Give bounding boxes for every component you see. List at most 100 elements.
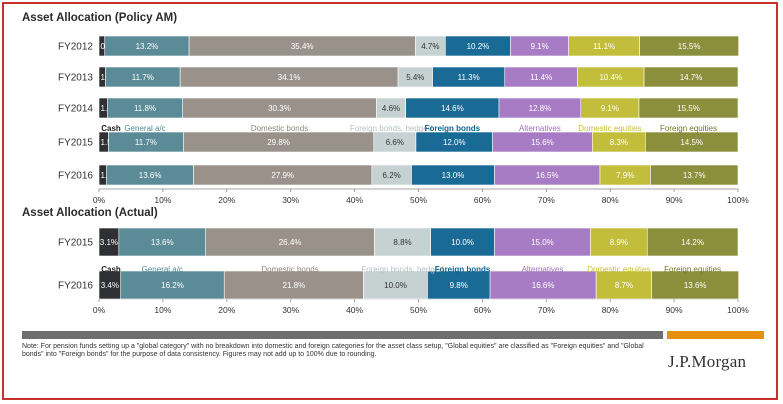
data-label: 15.0% <box>531 238 554 247</box>
data-label: 9.8% <box>450 281 468 290</box>
footer-bar-orange <box>667 331 764 339</box>
x-tick-label: 50% <box>410 195 427 205</box>
data-label: 15.5% <box>677 104 700 113</box>
category-label: FY2015 <box>58 238 93 249</box>
data-label: 4.7% <box>421 42 439 51</box>
data-label: 16.2% <box>161 281 184 290</box>
bar-segment <box>590 227 648 257</box>
data-label: 3.1% <box>100 238 118 247</box>
data-label: 14.6% <box>441 104 464 113</box>
data-label: 10.0% <box>384 281 407 290</box>
data-label: 11.8% <box>134 104 156 113</box>
footer-bar-gray <box>22 331 663 339</box>
x-tick-label: 90% <box>666 195 683 205</box>
x-tick-label: 10% <box>154 305 171 315</box>
category-label: FY2014 <box>58 104 93 115</box>
x-tick-label: 100% <box>727 195 749 205</box>
data-label: 14.5% <box>680 138 703 147</box>
data-label: 15.6% <box>531 138 554 147</box>
bar-segment <box>645 131 739 153</box>
data-label: 27.9% <box>271 171 294 180</box>
legend-label: Domestic equities <box>578 124 641 133</box>
data-label: 10.0% <box>451 238 474 247</box>
data-label: 11.7% <box>132 73 154 82</box>
bar-segment <box>595 270 653 300</box>
category-label: FY2012 <box>58 42 93 53</box>
data-label: 13.6% <box>684 281 707 290</box>
data-label: 5.4% <box>406 73 424 82</box>
chart-0: 0%10%20%30%40%50%60%70%80%90%100%FY20120… <box>58 35 749 205</box>
data-label: 16.6% <box>532 281 555 290</box>
legend-label: Domestic equities <box>587 265 650 274</box>
bar-segment <box>651 270 739 300</box>
data-label: 34.1% <box>278 73 301 82</box>
data-label: 4.6% <box>382 104 400 113</box>
x-tick-label: 90% <box>666 305 683 315</box>
policy-chart-title: Asset Allocation (Policy AM) <box>22 12 178 24</box>
jpmorgan-logo: J.P.Morgan <box>668 352 747 371</box>
x-tick-label: 20% <box>218 195 235 205</box>
bar-segment <box>118 227 207 257</box>
data-label: 13.7% <box>683 171 706 180</box>
x-tick-label: 60% <box>474 195 491 205</box>
bar-segment <box>363 270 428 300</box>
category-label: FY2015 <box>58 138 93 149</box>
data-label: 13.0% <box>442 171 465 180</box>
bar-segment <box>205 227 375 257</box>
data-label: 8.7% <box>615 281 633 290</box>
x-tick-label: 100% <box>727 305 749 315</box>
bar-segment <box>639 35 739 57</box>
x-tick-label: 20% <box>218 305 235 315</box>
bar-segment <box>489 270 597 300</box>
data-label: 9.1% <box>530 42 548 51</box>
data-label: 29.8% <box>267 138 290 147</box>
bar-segment <box>427 270 491 300</box>
legend-label: Foreign equities <box>664 265 721 274</box>
x-tick-label: 40% <box>346 195 363 205</box>
data-label: 10.2% <box>467 42 490 51</box>
data-label: 8.9% <box>610 238 628 247</box>
legend-label: Cash <box>101 265 121 274</box>
data-label: 11.3% <box>458 73 480 82</box>
legend-label: Alternatives <box>519 124 561 133</box>
legend-label: Cash <box>101 124 121 133</box>
chart-1: 0% 10% 20% 30% 40% 50% 60% 70% 80% 90% 100% FY2015 3… <box>58 227 749 315</box>
data-label: 13.2% <box>136 42 159 51</box>
x-tick-label: 30% <box>282 195 299 205</box>
legend-label: Alternatives <box>522 265 564 274</box>
data-label: 8.3% <box>610 138 628 147</box>
x-tick-label: 60% <box>474 305 491 315</box>
data-label: 7.9% <box>616 171 634 180</box>
data-label: 16.5% <box>536 171 559 180</box>
legend-label: Foreign bonds <box>435 265 491 274</box>
data-label: 6.6% <box>386 138 404 147</box>
data-label: 11.1% <box>593 42 615 51</box>
legend-label: Foreign bonds, hedged <box>350 124 432 133</box>
bar-segment <box>643 66 739 88</box>
x-tick-label: 80% <box>602 305 619 315</box>
x-tick-label: 50% <box>410 305 427 315</box>
x-tick-label: 80% <box>602 195 619 205</box>
data-label: 15.5% <box>678 42 701 51</box>
x-tick-label: 70% <box>538 305 555 315</box>
data-label: 13.6% <box>139 171 162 180</box>
bar-segment <box>650 164 739 186</box>
data-label: 3.4% <box>101 281 119 290</box>
legend-label: Foreign bonds <box>425 124 481 133</box>
data-label: 21.8% <box>283 281 306 290</box>
data-label: 26.4% <box>279 238 302 247</box>
data-label: 14.2% <box>681 238 704 247</box>
category-label: FY2016 <box>58 171 93 182</box>
data-label: 35.4% <box>291 42 314 51</box>
data-label: 9.1% <box>601 104 619 113</box>
bar-segment <box>638 97 739 119</box>
legend-label: General a/c <box>124 124 165 133</box>
legend-label: Foreign bonds, hedged <box>361 265 443 274</box>
data-label: 8.8% <box>393 238 411 247</box>
bar-segment <box>223 270 364 300</box>
x-tick-label: 10% <box>154 195 171 205</box>
data-label: 12.0% <box>443 138 466 147</box>
data-label: 10.4% <box>599 73 622 82</box>
legend-label: Foreign equities <box>660 124 717 133</box>
